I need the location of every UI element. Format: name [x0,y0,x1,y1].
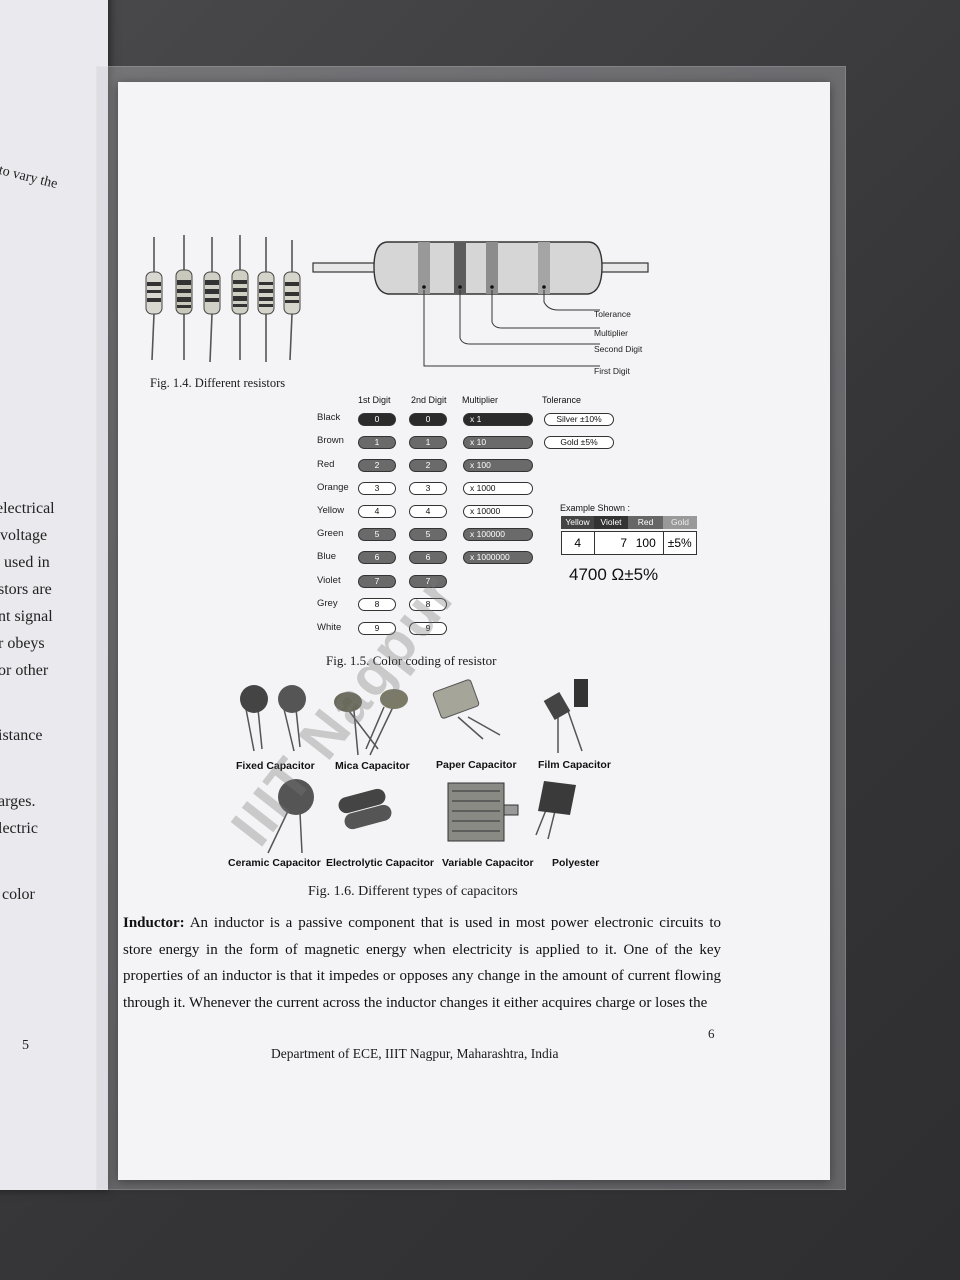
multiplier-pill: x 100 [463,459,533,472]
digit1-pill: 6 [358,551,396,564]
value-tolerance: ±5% [664,532,697,554]
left-line: lectric [0,820,38,838]
left-line: r obeys [0,635,45,653]
label-electrolytic-capacitor: Electrolytic Capacitor [326,857,434,869]
left-line: color [2,886,35,904]
label-second-digit: Second Digit [594,344,642,354]
color-name: White [317,622,341,633]
label-first-digit: First Digit [594,366,630,376]
color-name: Red [317,459,334,470]
tolerance-pill: Silver ±10% [544,413,614,426]
digit2-pill: 1 [409,436,447,449]
digit2-pill: 5 [409,528,447,541]
left-line: arges. [0,793,35,811]
left-line: or other [0,662,48,680]
left-line: to vary the [0,163,59,193]
digit2-pill: 3 [409,482,447,495]
digit1-pill: 4 [358,505,396,518]
resistor-band-diagram [308,232,658,382]
example-title: Example Shown : [560,503,630,513]
example-values: 4 7 100 ±5% [561,531,697,555]
value-second: 7 [595,532,630,554]
left-line: stors are [0,581,52,599]
color-name: Blue [317,551,336,562]
fig-1-6-caption: Fig. 1.6. Different types of capacitors [308,884,518,900]
label-film-capacitor: Film Capacitor [538,759,611,771]
left-line: voltage [0,527,47,545]
left-page: to vary the electrical voltage used in s… [0,0,108,1190]
multiplier-pill: x 1 [463,413,533,426]
digit1-pill: 5 [358,528,396,541]
digit1-pill: 1 [358,436,396,449]
color-name: Black [317,412,340,423]
fig-1-4-caption: Fig. 1.4. Different resistors [150,376,285,391]
digit2-pill: 2 [409,459,447,472]
digit1-pill: 3 [358,482,396,495]
label-tolerance: Tolerance [594,309,631,319]
digit1-pill: 2 [358,459,396,472]
band-violet: Violet [594,516,628,529]
example-band-header: Yellow Violet Red Gold [561,516,697,529]
left-line: electrical [0,500,55,518]
color-name: Grey [317,598,338,609]
label-paper-capacitor: Paper Capacitor [436,759,517,771]
color-name: Violet [317,575,341,586]
color-name: Yellow [317,505,344,516]
page-number: 6 [708,1026,715,1042]
color-name: Green [317,528,343,539]
inductor-term: Inductor: [123,915,185,931]
multiplier-pill: x 100000 [463,528,533,541]
left-line: nt signal [0,608,53,626]
digit2-pill: 4 [409,505,447,518]
value-first: 4 [562,532,595,554]
left-line: used in [4,554,50,572]
band-yellow: Yellow [561,516,594,529]
value-multiplier: 100 [629,532,663,554]
header-multiplier: Multiplier [462,395,498,405]
digit2-pill: 0 [409,413,447,426]
digit1-pill: 7 [358,575,396,588]
left-page-number: 5 [22,1038,29,1054]
header-2nd-digit: 2nd Digit [411,395,447,405]
label-mica-capacitor: Mica Capacitor [335,760,410,772]
footer: Department of ECE, IIIT Nagpur, Maharash… [271,1046,558,1062]
multiplier-pill: x 1000 [463,482,533,495]
inductor-paragraph: Inductor: An inductor is a passive compo… [123,910,721,1016]
band-gold: Gold [663,516,697,529]
resistors-image [138,232,308,367]
color-name: Orange [317,482,349,493]
digit1-pill: 0 [358,413,396,426]
tolerance-pill: Gold ±5% [544,436,614,449]
inductor-text: An inductor is a passive component that … [123,915,721,1011]
left-line: istance [0,727,42,745]
example-result: 4700 Ω±5% [569,565,658,585]
color-name: Brown [317,435,344,446]
multiplier-pill: x 10000 [463,505,533,518]
multiplier-pill: x 1000000 [463,551,533,564]
document-page: Fig. 1.4. Different resistors Tolerance … [118,82,830,1180]
label-ceramic-capacitor: Ceramic Capacitor [228,857,321,869]
label-variable-capacitor: Variable Capacitor [442,857,534,869]
digit2-pill: 6 [409,551,447,564]
label-multiplier: Multiplier [594,328,628,338]
header-tolerance: Tolerance [542,395,581,405]
header-1st-digit: 1st Digit [358,395,391,405]
label-polyester: Polyester [552,857,599,869]
band-red: Red [628,516,663,529]
multiplier-pill: x 10 [463,436,533,449]
